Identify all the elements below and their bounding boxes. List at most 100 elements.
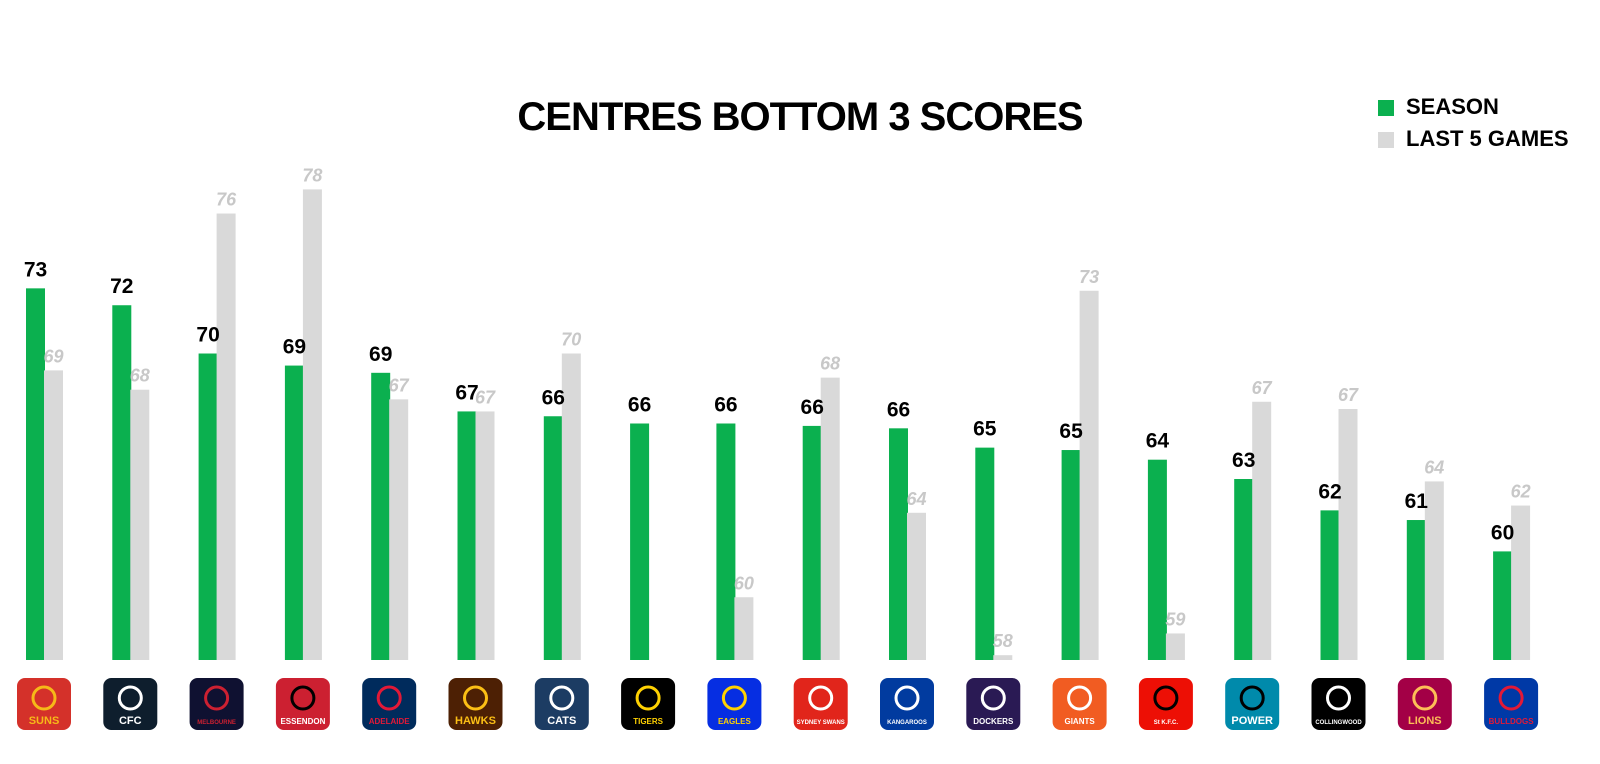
season-value-label: 66	[714, 393, 737, 416]
season-value-label: 66	[628, 393, 651, 416]
svg-text:DOCKERS: DOCKERS	[973, 717, 1014, 726]
giants-logo-icon: GIANTS	[1052, 678, 1107, 730]
svg-text:GIANTS: GIANTS	[1064, 717, 1095, 726]
season-bar	[630, 423, 650, 660]
bulldogs-logo-icon: BULLDOGS	[1484, 678, 1539, 730]
westcoast-logo-icon: EAGLES	[707, 678, 762, 730]
chart-title: CENTRES BOTTOM 3 SCORES	[517, 95, 1083, 139]
port-logo-icon: POWER	[1225, 678, 1280, 730]
last5-value-label: 67	[1252, 378, 1273, 398]
season-bar	[198, 353, 218, 660]
season-value-label: 66	[801, 396, 824, 419]
svg-text:SYDNEY SWANS: SYDNEY SWANS	[797, 720, 845, 726]
last5-bar	[302, 189, 322, 660]
season-bar	[26, 288, 45, 660]
richmond-logo-icon: TIGERS	[621, 678, 676, 730]
season-value-label: 61	[1405, 490, 1429, 513]
geelong-logo-icon: CATS	[534, 678, 589, 730]
season-bar	[1147, 459, 1167, 660]
legend-last5-label: LAST 5 GAMES	[1406, 126, 1569, 151]
last5-value-label: 62	[1511, 482, 1531, 502]
last5-bar	[216, 213, 236, 661]
last5-value-label: 69	[43, 346, 63, 366]
collingwood-logo-icon: COLLINGWOOD	[1311, 678, 1366, 730]
last5-value-label: 70	[561, 330, 581, 350]
svg-text:POWER: POWER	[1231, 715, 1273, 727]
season-value-label: 63	[1232, 449, 1255, 472]
legend: SEASON LAST 5 GAMES	[1378, 94, 1569, 151]
last5-value-label: 58	[993, 631, 1013, 651]
season-bar	[716, 423, 736, 660]
season-bar	[457, 411, 477, 660]
season-value-label: 72	[110, 275, 133, 298]
last5-bar	[1424, 481, 1444, 660]
suns-logo-icon: SUNS	[17, 678, 71, 730]
season-bar	[543, 416, 563, 660]
last5-bar	[734, 597, 754, 660]
last5-value-label: 68	[130, 366, 150, 386]
season-value-label: 67	[455, 381, 478, 404]
svg-text:ESSENDON: ESSENDON	[280, 717, 325, 726]
svg-text:KANGAROOS: KANGAROOS	[887, 720, 927, 726]
last5-value-label: 67	[389, 375, 410, 395]
season-value-label: 65	[973, 418, 997, 441]
hawthorn-logo-icon: HAWKS	[448, 678, 503, 730]
svg-text:CATS: CATS	[547, 715, 576, 727]
season-value-label: 69	[283, 336, 306, 359]
season-value-label: 69	[369, 343, 392, 366]
last5-bar	[1252, 401, 1272, 660]
last5-bar	[475, 411, 495, 660]
last5-bar	[130, 389, 150, 660]
svg-text:BULLDOGS: BULLDOGS	[1489, 717, 1535, 726]
last5-value-label: 68	[820, 354, 840, 374]
season-bar	[975, 447, 995, 660]
svg-text:HAWKS: HAWKS	[455, 715, 496, 727]
melbourne-logo-icon: MELBOURNE	[189, 678, 244, 730]
svg-text:St K.F.C.: St K.F.C.	[1154, 720, 1179, 726]
season-value-label: 73	[24, 258, 47, 281]
last5-value-label: 64	[1424, 457, 1444, 477]
last5-bar	[907, 512, 926, 660]
season-value-label: 66	[542, 386, 565, 409]
legend-season-swatch	[1378, 100, 1394, 116]
last5-bar	[1165, 633, 1185, 660]
last5-bar	[44, 370, 63, 660]
last5-bar	[1511, 505, 1531, 660]
season-value-label: 66	[887, 398, 910, 421]
season-bar	[1061, 450, 1081, 660]
season-bar	[1234, 479, 1254, 660]
svg-text:COLLINGWOOD: COLLINGWOOD	[1315, 720, 1362, 726]
last5-value-label: 73	[1079, 267, 1099, 287]
last5-bar	[993, 655, 1013, 660]
svg-text:EAGLES: EAGLES	[718, 717, 752, 726]
last5-bar	[1079, 290, 1099, 660]
season-value-label: 70	[196, 324, 219, 347]
team-logos-group: SUNS CFC MELBOURNE ESSENDON ADELAIDE HAWKS CAT…	[17, 678, 1539, 730]
stkilda-logo-icon: St K.F.C.	[1138, 678, 1193, 730]
kangaroos-logo-icon: KANGAROOS	[880, 678, 934, 730]
bars-group	[26, 189, 1531, 661]
last5-bar	[389, 399, 409, 660]
last5-value-label: 67	[475, 387, 496, 407]
last5-bar	[820, 377, 840, 660]
last5-bar	[1338, 409, 1358, 660]
last5-value-label: 64	[906, 489, 926, 509]
last5-value-label: 76	[216, 190, 237, 210]
season-bar	[1493, 551, 1513, 660]
svg-text:SUNS: SUNS	[29, 715, 60, 727]
brisbane-logo-icon: LIONS	[1397, 678, 1452, 730]
season-value-label: 60	[1491, 521, 1514, 544]
svg-text:MELBOURNE: MELBOURNE	[197, 720, 236, 726]
essendon-logo-icon: ESSENDON	[275, 678, 330, 730]
season-bar	[371, 372, 391, 660]
season-bar	[1320, 510, 1340, 660]
season-bar	[802, 425, 822, 660]
season-bar	[284, 365, 304, 660]
season-bar	[112, 305, 132, 660]
season-bar	[889, 428, 908, 660]
season-value-label: 65	[1059, 420, 1083, 443]
last5-value-label: 60	[734, 573, 754, 593]
season-value-label: 64	[1146, 430, 1170, 453]
